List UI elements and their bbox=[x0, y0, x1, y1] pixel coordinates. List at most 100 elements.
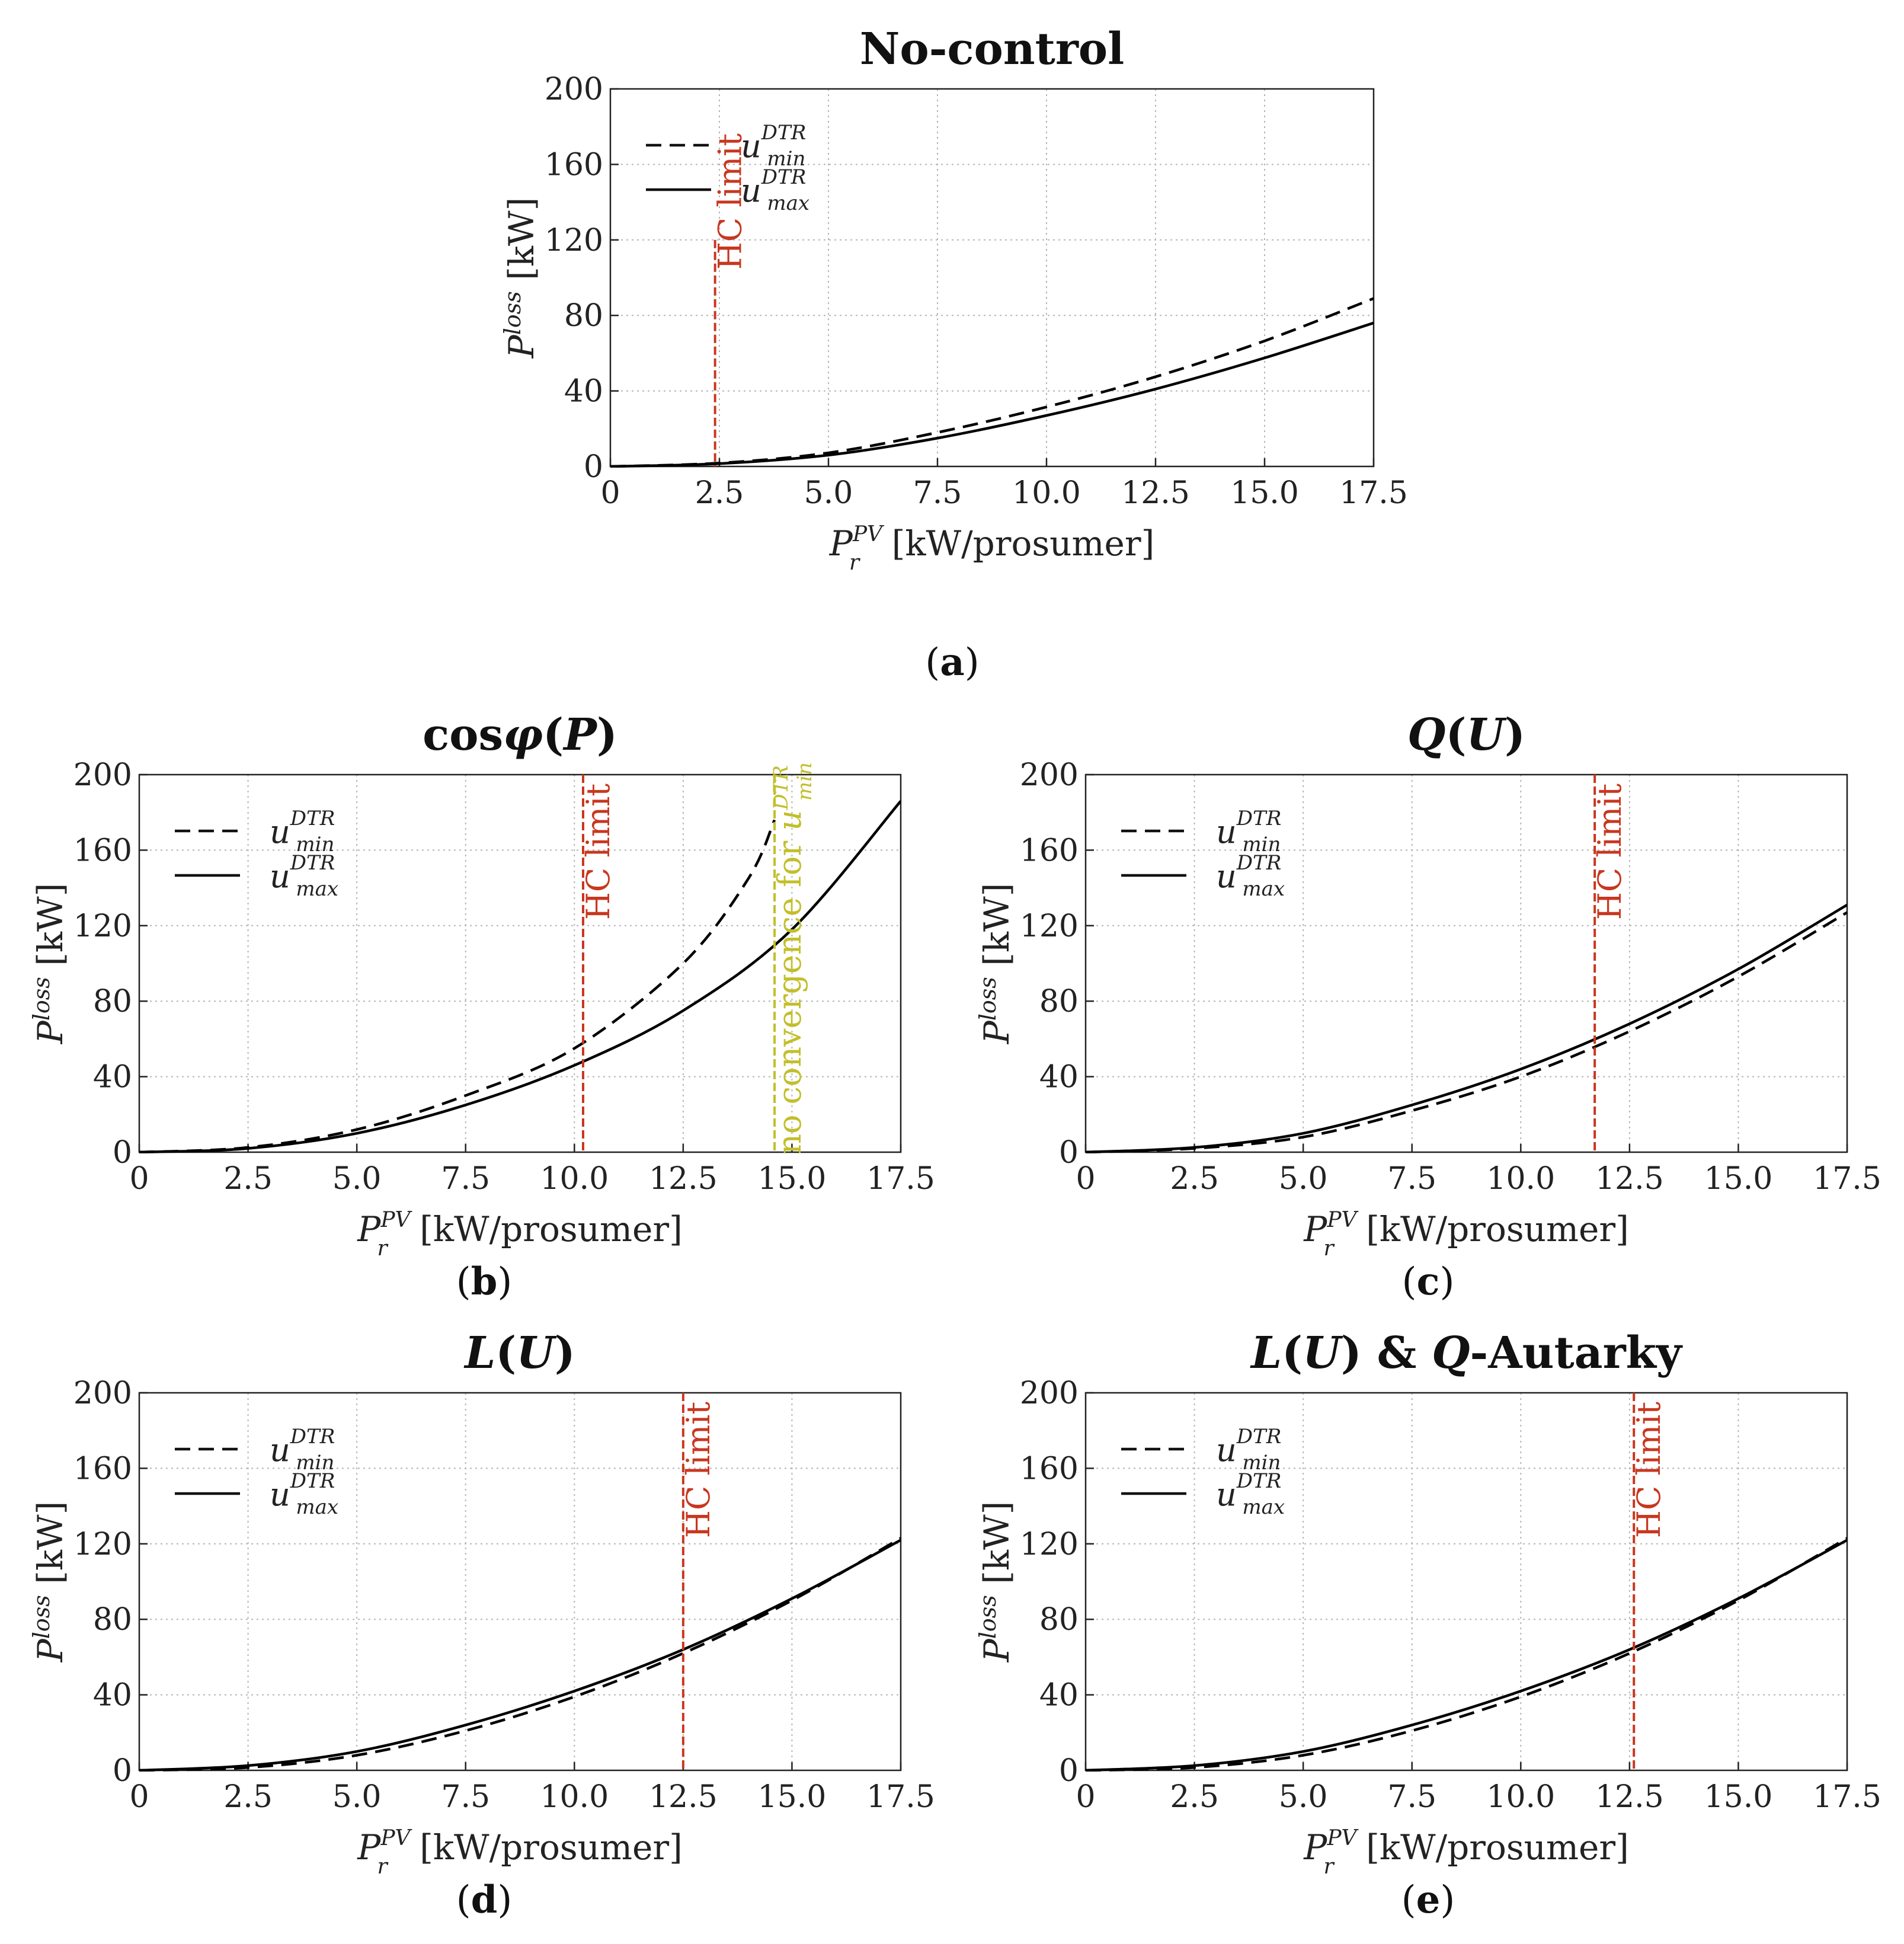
x-tick-label: 12.5 bbox=[649, 1779, 718, 1815]
y-tick-label: 40 bbox=[93, 1060, 132, 1095]
x-tick-label: 5.0 bbox=[1279, 1779, 1328, 1815]
y-tick-label: 120 bbox=[73, 909, 132, 944]
legend-label-min: uDTR min bbox=[1216, 807, 1281, 856]
x-tick-label: 7.5 bbox=[1387, 1161, 1436, 1197]
y-tick-label: 40 bbox=[1039, 1060, 1079, 1095]
series-line-u-max bbox=[139, 800, 901, 1153]
x-tick-label: 2.5 bbox=[1170, 1779, 1219, 1815]
caption-a: (a) bbox=[925, 640, 980, 685]
x-tick-label: 15.0 bbox=[1704, 1161, 1773, 1197]
y-tick-label: 120 bbox=[1020, 1527, 1079, 1562]
y-tick-label: 80 bbox=[564, 298, 603, 334]
caption-b: (b) bbox=[456, 1259, 513, 1304]
x-tick-label: 17.5 bbox=[866, 1161, 935, 1197]
x-tick-label: 12.5 bbox=[649, 1161, 718, 1197]
panel-e: 0 2.5 5.0 7.5 10.0 12.5 15.0 17.5 0 40 80 120 160 200… bbox=[975, 1328, 1881, 1879]
x-tick-label: 5.0 bbox=[332, 1779, 382, 1815]
chart-title: cosφ(P) bbox=[423, 709, 617, 760]
x-axis-label: PPV r [kW/prosumer] bbox=[1303, 1826, 1628, 1879]
x-tick-label: 5.0 bbox=[332, 1161, 382, 1197]
chart-title: No-control bbox=[860, 24, 1125, 75]
x-tick-label: 7.5 bbox=[441, 1779, 490, 1815]
plot-frame bbox=[609, 88, 1375, 468]
series-line-u-min bbox=[1086, 911, 1847, 1153]
y-axis-label: Ploss [kW] bbox=[975, 883, 1017, 1045]
x-tick-label: 15.0 bbox=[1230, 475, 1299, 511]
series-line-u-max bbox=[610, 321, 1374, 468]
y-tick-label: 200 bbox=[1020, 1376, 1079, 1411]
series-line-u-min bbox=[139, 819, 776, 1153]
y-tick-label: 80 bbox=[93, 1602, 132, 1638]
y-tick-label: 200 bbox=[73, 757, 132, 793]
chart-title: L(U) bbox=[463, 1328, 575, 1379]
x-tick-label: 12.5 bbox=[1121, 475, 1190, 511]
legend-label-min: uDTR min bbox=[270, 1425, 335, 1475]
x-tick-label: 15.0 bbox=[758, 1779, 827, 1815]
panel-a: 0 2.5 5.0 7.5 10.0 12.5 15.0 17.5 0 40 80 120 160 200… bbox=[500, 24, 1408, 575]
x-tick-label: 2.5 bbox=[223, 1779, 273, 1815]
x-axis-label: PPV r [kW/prosumer] bbox=[357, 1208, 682, 1261]
series-line-u-min bbox=[1086, 1537, 1847, 1772]
hc-limit-label: HC limit bbox=[1591, 784, 1628, 920]
legend-label-min: uDTR min bbox=[1216, 1425, 1281, 1475]
y-axis-label: Ploss [kW] bbox=[28, 1501, 71, 1663]
y-tick-label: 40 bbox=[564, 374, 603, 410]
chart-title: L(U) & Q-Autarky bbox=[1250, 1328, 1683, 1379]
x-tick-label: 7.5 bbox=[913, 475, 962, 511]
x-axis-label: PPV r [kW/prosumer] bbox=[1303, 1208, 1628, 1261]
series-line-u-max bbox=[1086, 903, 1847, 1153]
x-axis-label: PPV r [kW/prosumer] bbox=[829, 522, 1154, 575]
legend-label-max: uDTR max bbox=[1216, 851, 1285, 901]
y-axis-label: Ploss [kW] bbox=[500, 197, 542, 359]
y-tick-label: 120 bbox=[73, 1527, 132, 1562]
x-tick-label: 0 bbox=[129, 1161, 149, 1197]
y-tick-label: 160 bbox=[545, 147, 603, 183]
y-tick-label: 80 bbox=[1039, 984, 1079, 1019]
y-tick-label: 200 bbox=[73, 1376, 132, 1411]
x-tick-label: 15.0 bbox=[1704, 1779, 1773, 1815]
x-tick-label: 10.0 bbox=[1012, 475, 1081, 511]
x-tick-label: 10.0 bbox=[540, 1161, 609, 1197]
panel-c: 0 2.5 5.0 7.5 10.0 12.5 15.0 17.5 0 40 80 120 160 200… bbox=[975, 709, 1881, 1261]
legend-label-max: uDTR max bbox=[1216, 1469, 1285, 1519]
x-tick-label: 17.5 bbox=[866, 1779, 935, 1815]
y-tick-label: 80 bbox=[93, 984, 132, 1019]
x-tick-label: 17.5 bbox=[1813, 1779, 1881, 1815]
x-tick-label: 2.5 bbox=[1170, 1161, 1219, 1197]
plot-frame bbox=[1084, 1392, 1848, 1772]
y-tick-label: 160 bbox=[73, 833, 132, 868]
x-tick-label: 2.5 bbox=[223, 1161, 273, 1197]
y-tick-label: 0 bbox=[1059, 1753, 1079, 1789]
x-tick-label: 0 bbox=[1076, 1779, 1095, 1815]
caption-d: (d) bbox=[456, 1878, 513, 1922]
plot-frame bbox=[138, 1392, 902, 1772]
hc-limit-label: HC limit bbox=[580, 784, 617, 920]
hc-limit-label: HC limit bbox=[680, 1402, 717, 1539]
y-tick-label: 200 bbox=[545, 72, 603, 107]
plot-frame bbox=[1084, 773, 1848, 1153]
panel-d: 0 2.5 5.0 7.5 10.0 12.5 15.0 17.5 0 40 80 120 160 200… bbox=[28, 1328, 935, 1879]
y-axis-label: Ploss [kW] bbox=[28, 883, 71, 1045]
legend-label-min: uDTR min bbox=[741, 121, 806, 171]
y-tick-label: 160 bbox=[1020, 1451, 1079, 1486]
y-tick-label: 40 bbox=[1039, 1678, 1079, 1713]
caption-e: (e) bbox=[1401, 1878, 1455, 1922]
y-tick-label: 160 bbox=[73, 1451, 132, 1486]
y-tick-label: 0 bbox=[113, 1135, 132, 1171]
x-tick-label: 5.0 bbox=[1279, 1161, 1328, 1197]
y-tick-label: 0 bbox=[113, 1753, 132, 1789]
y-tick-label: 0 bbox=[584, 449, 603, 485]
plot-frame bbox=[138, 773, 902, 1153]
x-tick-label: 7.5 bbox=[1387, 1779, 1436, 1815]
x-tick-label: 15.0 bbox=[758, 1161, 827, 1197]
x-tick-label: 17.5 bbox=[1339, 475, 1408, 511]
x-tick-label: 2.5 bbox=[695, 475, 744, 511]
legend-label-max: uDTR max bbox=[270, 851, 338, 901]
y-tick-label: 120 bbox=[545, 223, 603, 258]
legend-label-max: uDTR max bbox=[741, 165, 809, 215]
